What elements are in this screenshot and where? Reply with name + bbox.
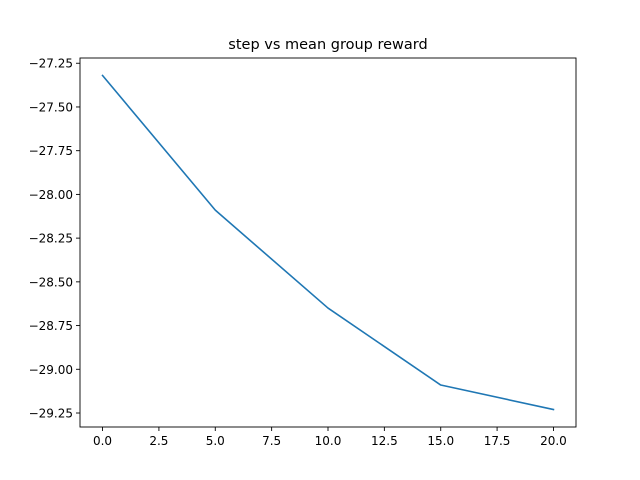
x-axis: 0.0 2.5 5.0 7.5 10.0 12.5 15.0 17.5 20.0 — [93, 427, 567, 448]
series-layer — [101, 74, 555, 411]
x-tick-label: 2.5 — [149, 434, 168, 448]
y-axis: −27.25 −27.50 −27.75 −28.00 −28.25 −28.50 −28.… — [29, 57, 80, 421]
x-tick-label: 15.0 — [427, 434, 454, 448]
x-tick-label: 12.5 — [371, 434, 398, 448]
chart-title: step vs mean group reward — [228, 37, 427, 53]
y-tick-label: −29.25 — [29, 407, 73, 421]
plot-frame — [79, 57, 577, 428]
y-tick-label: −27.50 — [29, 100, 73, 114]
y-tick-label: −28.25 — [29, 232, 73, 246]
y-tick-label: −28.00 — [29, 188, 73, 202]
x-tick-label: 0.0 — [93, 434, 112, 448]
x-tick-label: 5.0 — [206, 434, 225, 448]
y-tick-label: −29.00 — [29, 363, 73, 377]
y-tick-label: −27.75 — [29, 144, 73, 158]
y-tick-label: −28.75 — [29, 319, 73, 333]
y-tick-label: −27.25 — [29, 57, 73, 71]
x-tick-label: 10.0 — [315, 434, 342, 448]
x-tick-label: 17.5 — [484, 434, 511, 448]
x-tick-label: 20.0 — [540, 434, 567, 448]
x-tick-label: 7.5 — [262, 434, 281, 448]
y-tick-label: −28.50 — [29, 275, 73, 289]
